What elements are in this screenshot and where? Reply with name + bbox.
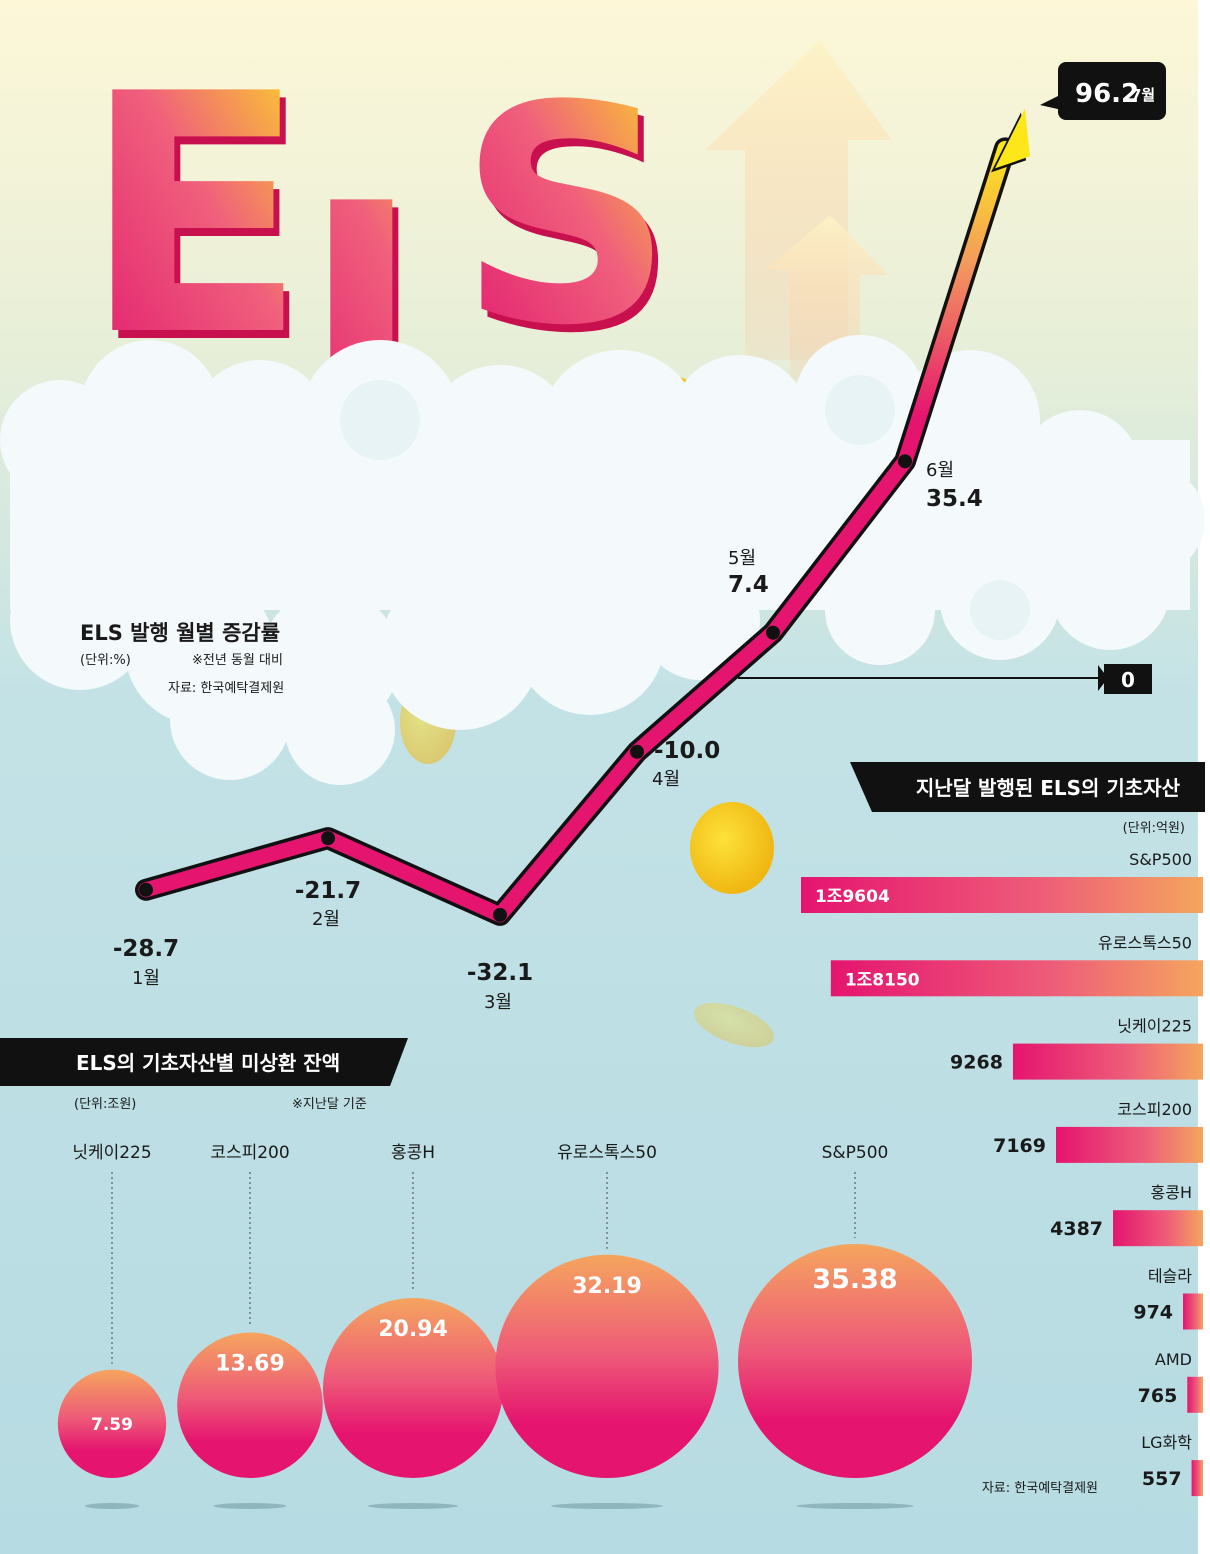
bar	[830, 960, 1203, 997]
line-point	[139, 882, 153, 897]
zero-label-tip	[1098, 665, 1108, 691]
bar	[1183, 1293, 1203, 1330]
month-label: 1월	[132, 968, 160, 989]
bubble-shadow	[213, 1503, 287, 1509]
bar-value-label: 557	[1142, 1468, 1182, 1490]
line-point	[493, 907, 507, 922]
value-label: -32.1	[467, 960, 533, 986]
bar-category-label: 유로스톡스50	[1098, 933, 1192, 952]
value-label: -28.7	[113, 936, 179, 962]
bar-chart: S&P500 1조9604 유로스톡스50 1조8150 닛케이225 9268 코스피20…	[801, 850, 1203, 1497]
bubble-chart-unit: (단위:조원)	[74, 1097, 136, 1112]
bubble-category-label: 코스피200	[210, 1143, 289, 1163]
bubble	[738, 1244, 972, 1478]
callout-box	[1058, 62, 1166, 120]
bar	[1187, 1376, 1203, 1413]
bar-category-label: 코스피200	[1117, 1100, 1192, 1119]
bubble-value-label: 7.59	[91, 1415, 133, 1435]
line-point	[630, 744, 644, 759]
bubble	[322, 1297, 504, 1478]
bar-category-label: AMD	[1155, 1350, 1192, 1369]
line-chart-note: ※전년 동월 대비	[192, 653, 283, 668]
bar	[801, 877, 1203, 913]
bar-category-label: 홍콩H	[1151, 1183, 1192, 1202]
bubble-category-label: 닛케이225	[72, 1143, 151, 1163]
svg-text:S: S	[464, 50, 680, 399]
value-label-jul: 96.2	[1075, 79, 1139, 109]
bubble-chart-title: ELS의 기초자산별 미상환 잔액	[76, 1051, 340, 1075]
value-label: -21.7	[295, 878, 361, 904]
bubble-shadow	[367, 1503, 459, 1509]
bar-category-label: LG화학	[1141, 1433, 1192, 1452]
line-point	[766, 625, 780, 640]
bubble-value-label: 32.19	[572, 1274, 642, 1299]
bar-category-label: 테슬라	[1148, 1267, 1192, 1286]
bubble-chart-header	[0, 1038, 408, 1086]
line-chart-title: ELS 발행 월별 증감률	[80, 621, 280, 645]
line-chart: -28.7 1월 -21.7 2월 -32.1 3월 -10.0 4월 7.4 5월 35.4 6월	[113, 108, 1030, 1013]
bubble-category-label: 유로스톡스50	[557, 1143, 657, 1163]
headline-letter-s: S	[458, 42, 674, 391]
bar-value-label: 1조9604	[815, 887, 890, 907]
coin-icon	[694, 1002, 774, 1048]
value-label: 35.4	[926, 486, 983, 512]
bubble	[495, 1254, 719, 1478]
zero-label-box	[1104, 664, 1152, 694]
bar-chart-source: 자료: 한국예탁결제원	[982, 1481, 1098, 1496]
line-chart-source: 자료: 한국예탁결제원	[168, 681, 284, 696]
bar	[1191, 1460, 1203, 1497]
bar-chart-title: 지난달 발행된 ELS의 기초자산	[916, 776, 1181, 800]
line-point	[898, 454, 912, 469]
cloud-shade	[340, 375, 1030, 640]
bubble-category-label: 홍콩H	[391, 1143, 435, 1163]
bar-value-label: 974	[1133, 1302, 1173, 1324]
bar	[1055, 1126, 1203, 1163]
bubble	[57, 1369, 167, 1479]
month-label: 5월	[728, 548, 756, 569]
bubble-shadow	[84, 1503, 140, 1509]
bubble-shadow	[796, 1503, 914, 1509]
bar-value-label: 1조8150	[845, 970, 920, 990]
bar-category-label: 닛케이225	[1117, 1017, 1192, 1036]
bubble-value-label: 13.69	[215, 1351, 285, 1376]
value-label: -10.0	[654, 738, 720, 764]
bar-value-label: 4387	[1050, 1218, 1103, 1240]
bar-value-label: 9268	[950, 1052, 1003, 1074]
arrow-head-icon	[995, 108, 1030, 169]
bubble-chart-note: ※지난달 기준	[292, 1097, 367, 1112]
line-point	[321, 831, 335, 846]
bar	[1012, 1043, 1203, 1080]
bubble-value-label: 20.94	[378, 1317, 448, 1342]
els-headline: E E L L S S	[82, 24, 680, 526]
bubble	[177, 1332, 323, 1478]
headline-letter-e: E	[82, 24, 307, 408]
month-label-jul: 7월	[1131, 86, 1155, 104]
callout-tail	[1040, 95, 1062, 110]
bar	[1113, 1210, 1203, 1247]
bubble-category-label: S&P500	[822, 1143, 889, 1163]
bar-category-label: S&P500	[1129, 850, 1192, 869]
value-label: 7.4	[728, 572, 769, 598]
coin-icon	[690, 802, 774, 894]
bubble-chart: 닛케이225 7.59 코스피200 13.69 홍콩H 20.94 유로스톡스50 32.1…	[57, 1143, 972, 1509]
bar-value-label: 7169	[993, 1135, 1046, 1157]
bar-chart-unit: (단위:억원)	[1123, 821, 1185, 836]
zero-label: 0	[1121, 668, 1135, 692]
line-chart-unit: (단위:%)	[80, 653, 131, 668]
bubble-shadow	[551, 1503, 663, 1509]
bar-chart-header	[850, 762, 1205, 812]
month-label: 3월	[484, 992, 512, 1013]
month-label: 2월	[312, 909, 340, 930]
month-label: 6월	[926, 460, 954, 481]
month-label: 4월	[652, 769, 680, 790]
bubble-value-label: 35.38	[812, 1264, 897, 1295]
bar-value-label: 765	[1138, 1385, 1178, 1407]
